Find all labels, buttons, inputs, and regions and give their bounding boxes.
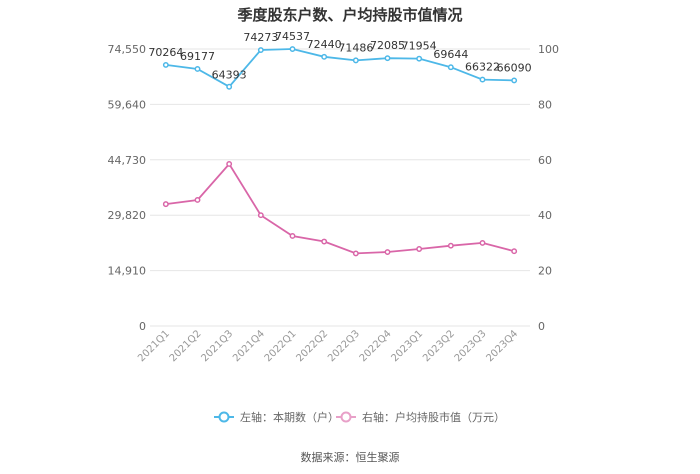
legend-item-right-series[interactable]: 右轴：户均持股市值（万元） [336,410,505,424]
x-axis-tick-label: 2021Q3 [199,328,235,364]
data-point-left[interactable] [384,55,391,62]
data-source: 数据来源：恒生聚源 [301,450,400,464]
left-axis-ticks: 0 14,910 29,820 44,730 59,640 74,550 [108,43,147,333]
data-point-right[interactable] [162,201,169,208]
data-point-left[interactable] [226,83,233,90]
data-point-right[interactable] [511,248,518,255]
data-label: 64393 [212,69,247,82]
data-label: 74273 [243,31,278,44]
left-axis-tick-label: 0 [139,320,146,333]
right-axis-tick-label: 40 [538,209,552,222]
x-axis-tick-label: 2022Q3 [326,328,362,364]
right-axis-tick-label: 100 [538,43,559,56]
data-point-right[interactable] [289,233,296,239]
data-point-left[interactable] [447,64,454,71]
data-point-right[interactable] [321,238,328,245]
data-point-left[interactable] [352,57,359,64]
data-label: 74537 [275,30,310,43]
right-axis-tick-label: 0 [538,320,545,333]
data-point-right[interactable] [352,250,359,257]
x-axis-tick-label: 2022Q4 [358,328,394,364]
data-label: 70264 [148,46,183,59]
series-line-right [165,162,515,255]
data-point-right[interactable] [226,161,233,167]
data-label: 69177 [180,50,215,63]
data-point-left[interactable] [257,47,264,53]
x-axis-tick-label: 2023Q1 [389,328,425,364]
x-axis-tick-label: 2021Q2 [168,328,204,364]
grid-lines [150,48,530,327]
x-axis-tick-label: 2022Q2 [294,328,330,364]
x-axis-tick-label: 2023Q2 [421,328,457,364]
data-point-left[interactable] [162,61,169,68]
x-axis-tick-label: 2022Q1 [263,328,299,364]
right-axis-tick-label: 20 [538,265,552,278]
data-point-left[interactable] [511,77,518,84]
x-axis-tick-label: 2023Q4 [484,328,520,364]
legend-left-label: 左轴：本期数（户） [240,410,339,424]
x-axis-tick-label: 2021Q1 [136,328,172,364]
data-point-left[interactable] [194,66,201,72]
series-lines [162,46,518,257]
data-point-right[interactable] [384,249,391,255]
left-axis-tick-label: 74,550 [108,43,147,56]
data-label: 66322 [465,61,500,74]
x-axis-tick-label: 2021Q4 [231,328,267,364]
left-axis-tick-label: 14,910 [108,265,147,278]
data-point-left[interactable] [479,76,486,83]
x-axis-tick-label: 2023Q3 [453,328,489,364]
data-point-right[interactable] [194,197,201,203]
data-point-left[interactable] [416,55,423,62]
legend-item-left-series[interactable]: 左轴：本期数（户） [214,410,339,424]
data-point-right[interactable] [257,212,264,219]
data-label: 66090 [497,61,532,74]
data-point-left[interactable] [321,53,328,60]
data-point-right[interactable] [479,239,486,246]
right-axis-tick-label: 80 [538,98,552,111]
chart-title: 季度股东户数、户均持股市值情况 [237,6,462,24]
legend: 左轴：本期数（户） 右轴：户均持股市值（万元） [214,410,505,424]
left-axis-tick-label: 29,820 [108,209,147,222]
series-line-left [165,48,515,88]
data-label: 71486 [338,41,373,54]
legend-left-swatch-marker [218,411,230,423]
data-point-left[interactable] [289,46,296,52]
legend-right-swatch-marker [340,411,352,423]
right-axis-tick-label: 60 [538,154,552,167]
legend-right-label: 右轴：户均持股市值（万元） [362,410,505,424]
data-label: 72085 [370,39,405,52]
right-axis-ticks: 0 20 40 60 80 100 [538,43,559,333]
x-axis-ticks: 2021Q12021Q22021Q32021Q42022Q12022Q22022… [136,328,520,364]
data-label: 72440 [307,38,342,51]
left-axis-tick-label: 44,730 [108,154,147,167]
data-label: 71954 [402,40,437,53]
left-axis-tick-label: 59,640 [108,98,147,111]
data-point-right[interactable] [447,242,454,249]
data-point-right[interactable] [416,246,423,252]
data-label: 69644 [433,48,468,61]
